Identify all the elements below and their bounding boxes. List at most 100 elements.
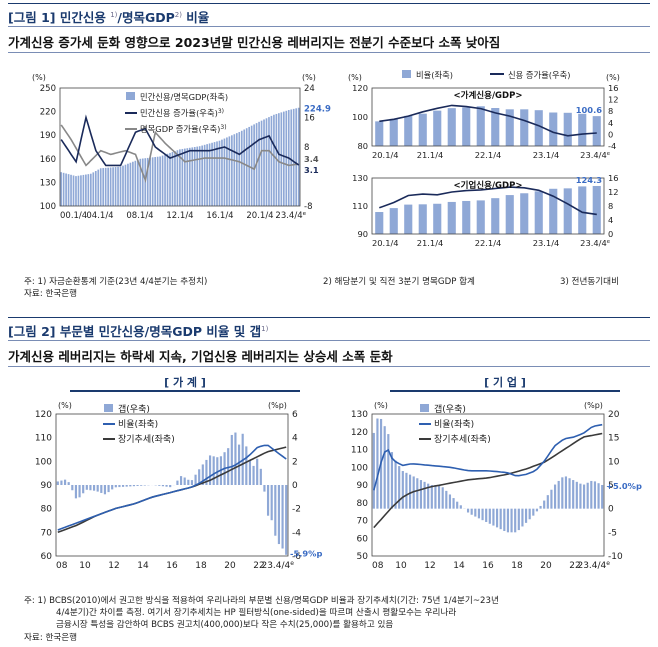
label-gap-last: -5.9%p [290,549,322,559]
y-right-tick-label: 15 [608,434,619,444]
bar-gap [183,477,186,485]
bar-gap [158,485,161,486]
bar-ratio [171,152,174,206]
bar-gap [56,481,59,485]
bar-gap [143,485,146,486]
legend-ratio: 비율(좌축) [434,419,474,430]
bar-ratio [203,144,206,206]
bar-gap [169,485,172,488]
bar-gap [187,479,190,485]
bar-gap [427,483,430,509]
unit-left: (%) [32,73,46,82]
y-right-tick-label: 0 [608,505,614,515]
y-left-tick-label: 130 [352,173,368,183]
panel-title: <기업신용/GDP> [454,180,523,191]
figure1-subtitle: 가계신용 증가세 둔화 영향으로 2023년말 민간신용 레버리지는 전분기 수… [8,35,501,50]
bar-ratio [278,113,280,206]
bar-gap [419,480,423,509]
y-right-tick-label: 20 [608,410,620,420]
bar-ratio [389,208,398,234]
y-left-tick-label: 120 [352,83,368,93]
x-tick-label: 16 [166,561,178,571]
bar-gap [481,508,484,521]
unit-right: (%p) [584,401,603,410]
bar-gap [456,501,459,509]
bar-ratio [292,108,295,206]
x-tick-label: 12.1/4 [166,211,193,221]
bar-gap [194,474,197,485]
y-left-tick-label: 100 [352,112,368,122]
unit-left: (%) [58,401,72,410]
y-left-tick-label: 100 [40,202,56,212]
bar-ratio [72,175,75,206]
line-trend [57,446,287,534]
line-credit-growth [60,114,300,167]
bar-gap [546,495,549,509]
bar-ratio [268,117,270,206]
label-credit-last: 3.1 [304,165,319,175]
bar-ratio [159,156,161,206]
bar-ratio [161,155,164,206]
bar-gap [408,474,412,509]
bar-ratio [433,110,442,146]
chart-household-gap: 60 70 80 90 100 110 120 -6 -4 -2 0 2 4 6 08 10 12 14 16 18 2… [35,401,323,571]
bar-gap [270,485,273,521]
tab-household: [ 가 계 ] [70,374,300,392]
bar-ratio [144,158,147,206]
bar-ratio [223,138,226,206]
bar-ratio [549,188,558,234]
y-left-tick-label: 120 [351,428,368,438]
unit-left: (%) [374,401,388,410]
bar-ratio [273,114,275,206]
y-left-tick-label: 110 [352,201,368,211]
legend-trend: 장기추세(좌축) [118,434,175,445]
bar-ratio [206,144,208,206]
bar-gap [401,471,404,509]
x-tick-label: 20.1/4 [372,150,399,160]
bar-gap [470,508,473,515]
bar-gap [528,508,531,520]
x-tick-label: 16.1/4 [206,211,233,221]
bar-ratio [62,172,65,206]
bar-ratio [65,173,67,206]
bar-ratio [282,111,285,206]
label-gdp-last: 3.4 [304,154,319,164]
bar-gap [85,485,88,490]
bar-ratio [107,167,109,206]
y-right-tick-label: -10 [608,552,623,562]
legend-swatch-gap [420,404,429,412]
bar-ratio [297,107,300,206]
bar-ratio [149,157,152,206]
bar-gap [103,485,107,495]
bar-gap [390,452,394,509]
figure1-source: 자료: 한국은행 [24,289,78,299]
bar-gap [118,485,121,488]
bar-ratio [505,109,514,146]
bar-gap [256,458,259,485]
x-tick-label: 20 [224,561,236,571]
bar-ratio [578,186,587,234]
bar-ratio [404,115,413,146]
bar-ratio [179,149,181,206]
figure2-title: [그림 2] 부문별 민간신용/명목GDP 비율 및 갭1) [8,324,269,339]
bar-gap [506,508,510,533]
y-left-tick-label: 60 [357,534,369,544]
bar-ratio [97,169,100,206]
y-right-tick-label: -4 [292,528,301,538]
bar-gap [517,508,520,531]
bar-ratio [462,107,471,146]
bar-gap [179,476,183,485]
bar-ratio [141,158,144,206]
unit-right: (%) [606,73,620,82]
bar-ratio [280,112,283,206]
y-right-tick-label: -6 [292,552,301,562]
bar-gap [387,434,390,509]
x-tick-label: 16 [482,561,494,571]
chart-household-credit: 80 100 120 -4 04 812 16 20.1/4 21.1/4 22.1/4 23.1/… [348,70,620,160]
bar-gap [74,485,78,499]
bar-gap [430,485,433,509]
y-left-tick-label: 80 [357,499,369,509]
bar-gap [423,481,426,509]
bar-gap [274,485,277,536]
